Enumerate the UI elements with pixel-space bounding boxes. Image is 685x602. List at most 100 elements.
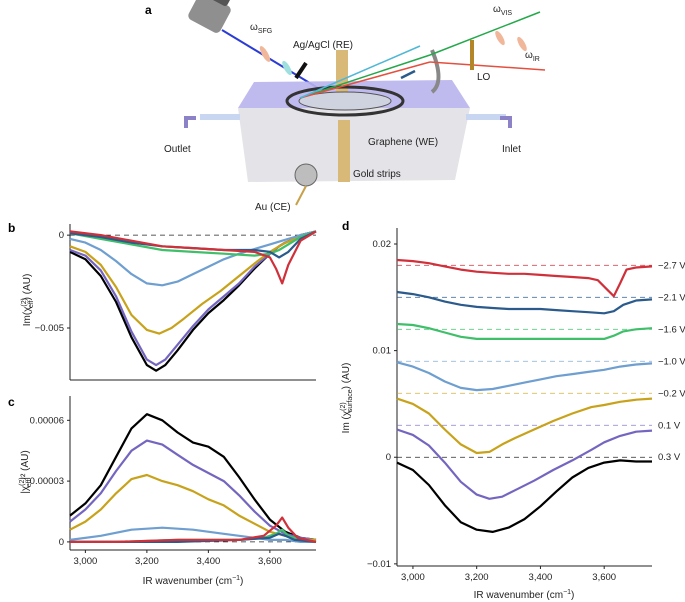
b-series-line (69, 230, 317, 335)
filter-icon (282, 60, 292, 76)
d-xlabel-tail: ) (571, 590, 574, 601)
working-electrode-label: Graphene (WE) (368, 137, 438, 148)
d-xlabel-sup: −1 (563, 589, 571, 596)
c-xtick-label: 3,400 (196, 556, 220, 567)
panel-label-d: d (342, 219, 349, 233)
b-ylabel-sub: eff (28, 300, 35, 308)
lo-label: LO (477, 72, 491, 83)
c-ytick-label: 0.00003 (30, 476, 64, 487)
d-ylabel-sub: surface (347, 389, 354, 412)
d-voltage-label: 0.3 V (658, 452, 681, 463)
counter-electrode-connector (294, 163, 318, 187)
c-ytick-label: 0.00006 (30, 415, 64, 426)
d-xtick-label: 3,200 (465, 572, 489, 583)
omega-ir-label: ωIR (525, 50, 540, 63)
cell-body (238, 108, 470, 182)
b-ytick-label: −0.005 (35, 323, 64, 334)
vis-lens-icon (495, 30, 505, 46)
c-xtick-label: 3,200 (135, 556, 159, 567)
c-xlabel: IR wavenumber (cm−1) (143, 575, 244, 587)
d-xlabel-main: IR wavenumber (cm (474, 590, 563, 601)
local-oscillator-crystal (470, 40, 474, 70)
panel-label-b: b (8, 221, 15, 235)
omega-sfg-label: ωSFG (250, 22, 272, 35)
d-xlabel: IR wavenumber (cm−1) (474, 589, 575, 601)
c-series-line (69, 439, 317, 541)
d-series-line (396, 459, 652, 533)
ir-beam (429, 61, 546, 71)
b-series-line (69, 230, 317, 285)
d-voltage-label: −1.0 V (658, 356, 685, 367)
d-xtick-label: 3,400 (529, 572, 553, 583)
d-series-line (396, 322, 653, 340)
inlet-pipe (466, 114, 506, 120)
c-series-line (69, 413, 317, 541)
d-xtick-label: 3,600 (592, 572, 616, 583)
d-xtick-label: 3,000 (401, 572, 425, 583)
c-xlabel-main: IR wavenumber (cm (143, 576, 232, 587)
panel-label-c: c (8, 395, 15, 409)
d-series-line (396, 397, 653, 455)
d-ytick-label: 0 (386, 452, 391, 463)
graphene-sheet (298, 91, 392, 111)
d-ylabel-sup: (2) (340, 402, 347, 411)
c-ylabel-sup: (2) (19, 477, 26, 486)
outlet-pipe (200, 114, 240, 120)
beam-block-icon (294, 61, 308, 80)
d-series-line (396, 428, 653, 500)
c-ylabel-main: |χ (20, 485, 31, 494)
d-ytick-label: 0.01 (373, 346, 392, 357)
c-ylabel-sub: eff (26, 480, 33, 488)
b-ylabel-main: Im(χ (22, 306, 33, 326)
d-series-line (396, 258, 653, 298)
b-ytick-label: 0 (59, 230, 64, 241)
gold-strip (338, 120, 350, 182)
c-xlabel-tail: ) (240, 576, 243, 587)
c-xtick-label: 3,000 (73, 556, 97, 567)
b-ylabel-tail: ) (AU) (22, 274, 33, 301)
gold-strips-label: Gold strips (353, 169, 401, 180)
schematic-panel: a ωSFG Ag (145, 0, 546, 213)
vis-beam (429, 11, 541, 56)
outlet-arrow-icon (184, 116, 196, 128)
chart-panel-c: 0 0.00003 0.00006 3,000 3,200 3,400 3,600 |χ(2)… (19, 396, 317, 587)
vis-beam-in (299, 54, 431, 99)
sample-mirror-icon (400, 69, 416, 80)
d-ytick-label: −0.01 (367, 559, 391, 570)
d-series-line (396, 290, 653, 315)
c-ytick-label: 0 (59, 537, 64, 548)
d-ylabel: Im (χ(2)surface) (AU) (340, 363, 354, 434)
d-ytick-label: 0.02 (373, 239, 392, 250)
ir-lens-icon (517, 36, 527, 52)
sfg-beam-out (299, 45, 421, 99)
b-ylabel: Im(χ(2)eff) (AU) (21, 274, 35, 327)
d-voltage-label: −2.7 V (658, 260, 685, 271)
b-series-line (69, 230, 317, 287)
d-series-line (396, 361, 653, 392)
d-voltage-label: −0.2 V (658, 388, 685, 399)
ir-beam-in (299, 61, 431, 99)
detector-icon (188, 0, 232, 33)
c-series-line (69, 526, 316, 543)
chart-panel-d: −0.01 0 0.01 0.02 3,000 3,200 3,400 3,600 0.3 V 0… (340, 228, 685, 601)
parabolic-mirror-icon (430, 49, 441, 94)
c-ylabel: |χ(2)eff|² (AU) (19, 450, 33, 493)
graphene-ring (285, 85, 405, 117)
d-voltage-label: −2.1 V (658, 292, 685, 303)
b-ylabel-sup: (2) (21, 298, 28, 307)
ref-electrode-label: Ag/AgCl (RE) (293, 40, 353, 51)
panel-label-a: a (145, 3, 152, 17)
d-voltage-label: −1.6 V (658, 324, 685, 335)
c-series-line (70, 516, 317, 543)
c-ylabel-tail: |² (AU) (20, 450, 31, 479)
c-xtick-label: 3,600 (258, 556, 282, 567)
d-voltage-label: 0.1 V (658, 420, 681, 431)
b-series-line (69, 230, 317, 257)
outlet-label: Outlet (164, 144, 191, 155)
d-ylabel-main: Im (χ (341, 410, 352, 433)
counter-electrode-wire (295, 185, 307, 206)
inlet-arrow-icon (500, 116, 512, 128)
inlet-label: Inlet (502, 144, 521, 155)
